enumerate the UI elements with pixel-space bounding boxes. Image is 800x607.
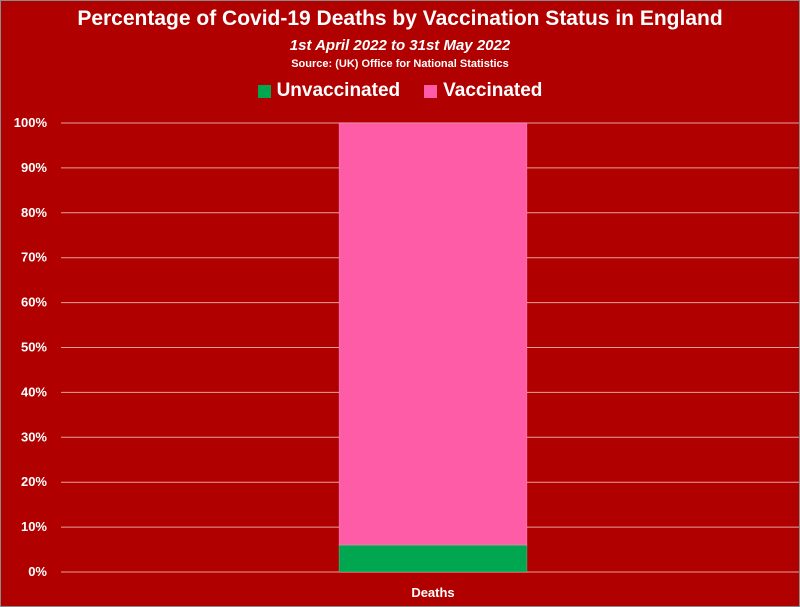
y-tick-label: 0% — [28, 564, 47, 579]
x-tick-label: Deaths — [411, 585, 454, 600]
y-tick-label: 60% — [21, 295, 47, 310]
legend-swatch-unvaccinated — [257, 84, 271, 98]
y-tick-label: 100% — [14, 115, 48, 130]
legend-item-vaccinated: Vaccinated — [424, 80, 542, 102]
legend-label-vaccinated: Vaccinated — [443, 80, 543, 101]
chart-source: Source: (UK) Office for National Statist… — [291, 58, 509, 70]
y-tick-label: 10% — [21, 519, 47, 534]
chart-subtitle: 1st April 2022 to 31st May 2022 — [289, 37, 511, 54]
bar-segment-unvaccinated — [338, 544, 528, 573]
y-tick-label: 30% — [21, 429, 47, 444]
legend-item-unvaccinated: Unvaccinated — [257, 80, 401, 102]
chart-title: Percentage of Covid-19 Deaths by Vaccina… — [77, 7, 723, 30]
y-tick-label: 80% — [21, 205, 47, 220]
y-tick-label: 40% — [21, 384, 47, 399]
y-tick-label: 20% — [21, 474, 47, 489]
y-tick-label: 90% — [21, 160, 47, 175]
y-tick-label: 50% — [21, 340, 47, 355]
bar-segment-vaccinated — [338, 122, 528, 546]
legend-swatch-vaccinated — [424, 84, 438, 98]
y-tick-label: 70% — [21, 250, 47, 265]
chart-legend: Unvaccinated Vaccinated — [1, 80, 799, 102]
legend-label-unvaccinated: Unvaccinated — [276, 80, 401, 101]
